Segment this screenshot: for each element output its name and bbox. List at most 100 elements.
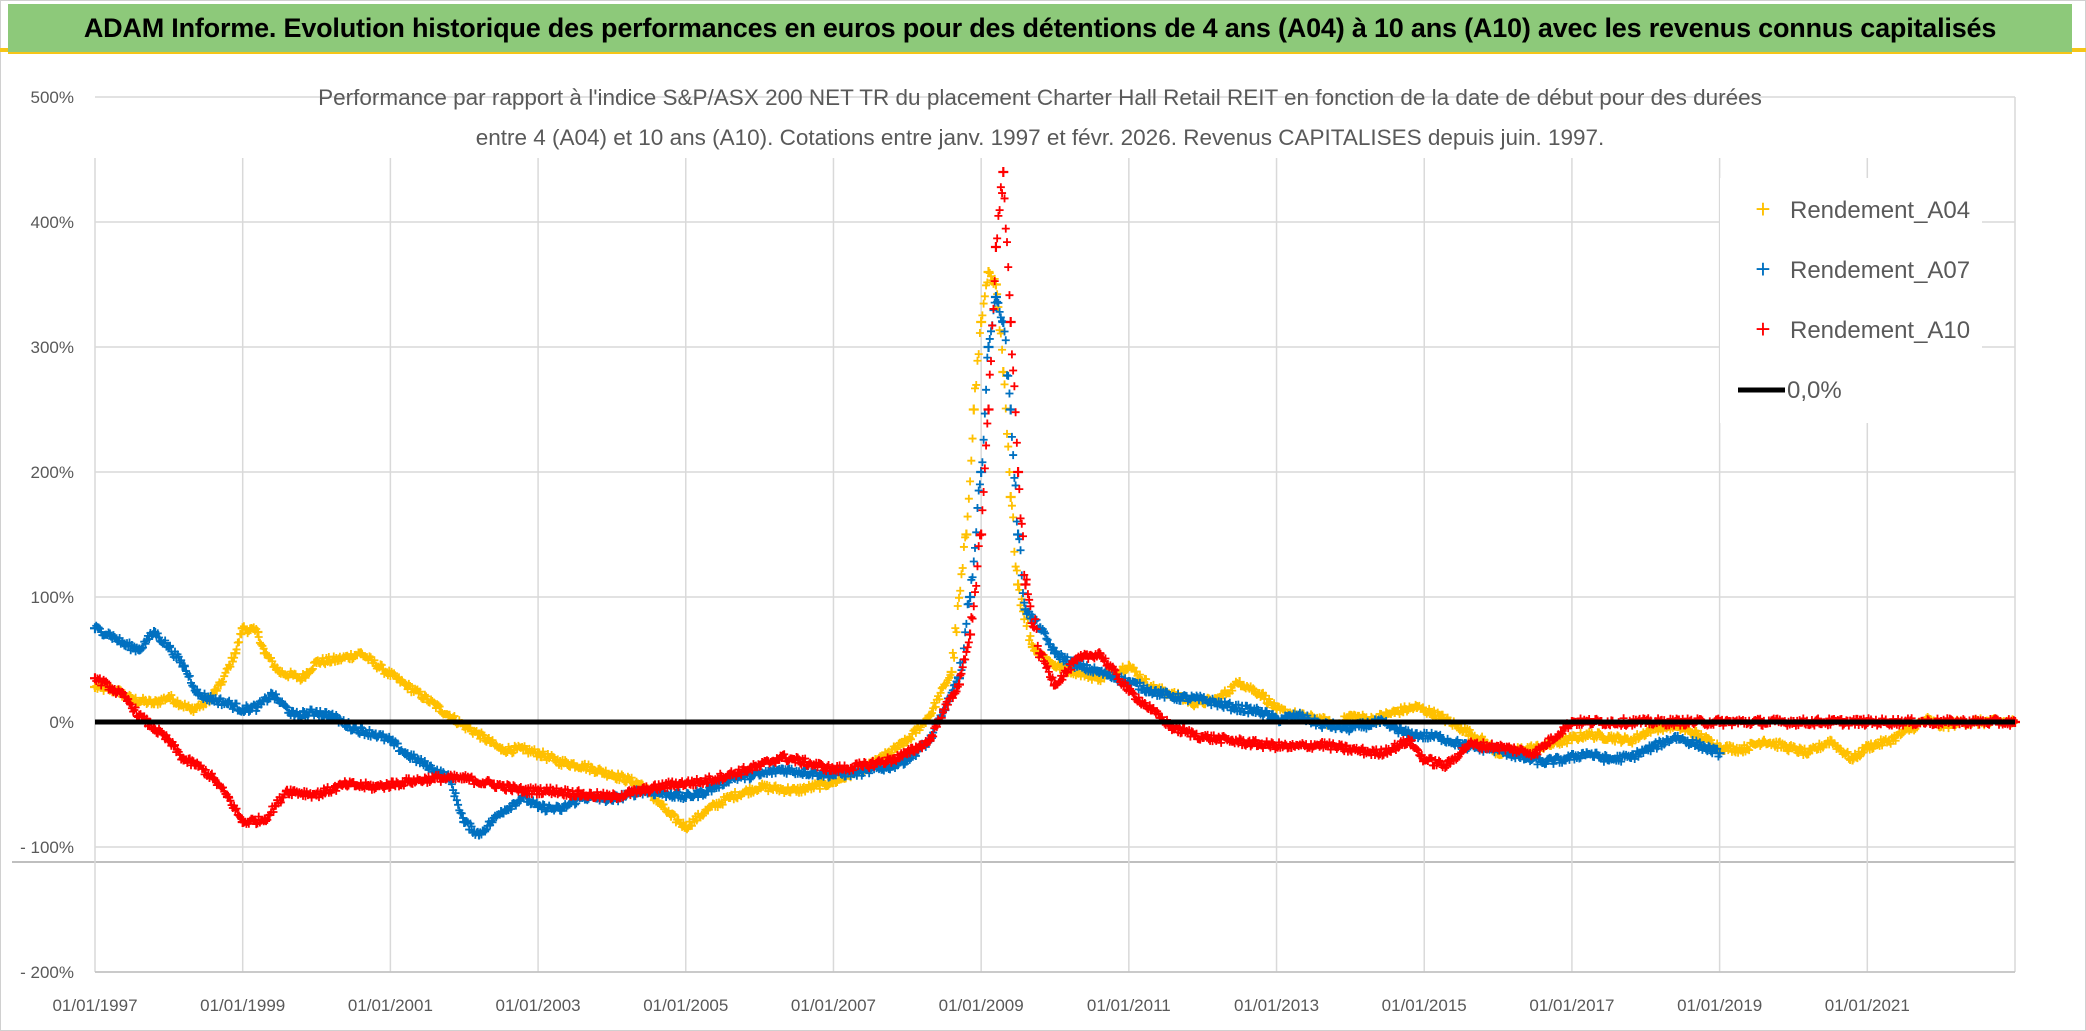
data-point-interp [415,687,424,696]
x-tick-label: 01/01/2019 [1677,996,1762,1015]
y-tick-label: 500% [31,88,74,107]
data-point-interp [1596,730,1605,739]
y-tick-label: 100% [31,588,74,607]
data-point-interp [987,327,995,336]
x-tick-label: 01/01/1999 [200,996,285,1015]
data-point-interp [718,800,727,809]
data-point-interp [955,593,963,602]
data-point-interp [219,677,227,686]
data-point-interp [982,385,991,394]
data-point-interp [972,380,981,389]
data-point-interp [993,234,1002,243]
chart-title-line-1: Performance par rapport à l'indice S&P/A… [318,85,1762,110]
data-point-interp [957,570,966,579]
data-point-interp [1422,709,1431,718]
data-point-interp [252,624,261,633]
data-point-interp [535,748,544,757]
data-point-interp [998,317,1007,326]
data-point [983,342,994,352]
y-tick-label: 200% [31,463,74,482]
legend-label-zero: 0,0% [1787,377,1842,404]
data-point-interp [907,735,915,744]
data-point-interp [958,563,967,572]
data-point-interp [1628,739,1637,748]
x-tick-label: 01/01/2001 [348,996,433,1015]
report-banner-title: ADAM Informe. Evolution historique des p… [8,4,2072,54]
y-tick-label: 300% [31,338,74,357]
legend-marker-a04: + [1755,194,1770,224]
data-point-interp [654,796,663,805]
data-point-interp [683,825,691,834]
data-point-interp [212,686,221,695]
data-point-interp [1745,746,1754,755]
data-point-interp [973,356,982,365]
data-point-interp [251,626,259,635]
data-point-interp [1011,562,1020,571]
data-point-interp [1262,699,1271,708]
chart-title-line-2: entre 4 (A04) et 10 ans (A10). Cotations… [476,125,1605,150]
data-point-interp [815,784,824,793]
data-point-interp [818,776,827,785]
data-point-interp [1725,741,1734,750]
data-point-interp [1396,703,1405,712]
data-point-interp [961,533,970,542]
data-point-interp [1001,336,1010,345]
data-point-interp [1009,451,1018,460]
banner-accent-left [0,48,8,52]
data-point-interp [951,624,960,633]
legend-label-a10: Rendement_A10 [1790,317,1970,344]
data-point-interp [444,710,453,719]
y-tick-label: 400% [31,213,74,232]
data-point-interp [601,766,610,775]
data-point [968,404,979,415]
data-point-interp [988,321,997,330]
data-point-interp [670,811,679,820]
data-point-interp [301,673,310,682]
data-point-interp [226,662,235,671]
data-point-interp [1142,675,1151,684]
data-point [1005,317,1016,327]
data-point-interp [983,419,992,428]
data-point-interp [1438,710,1447,719]
data-point-interp [450,712,459,721]
data-point-interp [1467,730,1475,739]
data-point-interp [931,702,940,711]
data-point-interp [956,586,965,595]
data-point-interp [1005,468,1014,477]
data-point-interp [1697,730,1706,739]
data-point-interp [173,696,182,705]
legend-marker-a10: + [1755,314,1770,344]
data-point [965,629,976,640]
data-point-interp [235,638,243,647]
data-point-interp [935,695,944,704]
data-point-interp [1307,710,1315,719]
y-tick-label: - 200% [20,963,74,982]
data-point-interp [1003,238,1011,247]
data-point-interp [983,278,992,287]
data-point-interp [964,638,973,647]
data-point-interp [420,690,429,699]
data-point [998,167,1009,177]
data-point-interp [1001,224,1010,233]
data-point [965,592,976,602]
data-point-interp [952,628,961,637]
data-point-interp [509,748,518,757]
data-point-interp [963,512,972,521]
x-tick-label: 01/01/2003 [496,996,581,1015]
data-point-interp [221,668,230,677]
data-point-interp [259,644,268,653]
data-point-interp [974,350,983,359]
data-point-interp [980,292,989,301]
legend-label-a07: Rendement_A07 [1790,257,1970,284]
data-point-interp [1641,731,1650,740]
x-tick-label: 01/01/2007 [791,996,876,1015]
data-point-interp [893,743,902,752]
data-point-interp [978,311,987,320]
data-point-interp [966,477,975,486]
data-point-interp [1009,366,1018,375]
data-point-interp [936,688,945,697]
x-tick-label: 01/01/2017 [1529,996,1614,1015]
data-point-interp [167,691,176,700]
data-point-interp [927,709,936,718]
